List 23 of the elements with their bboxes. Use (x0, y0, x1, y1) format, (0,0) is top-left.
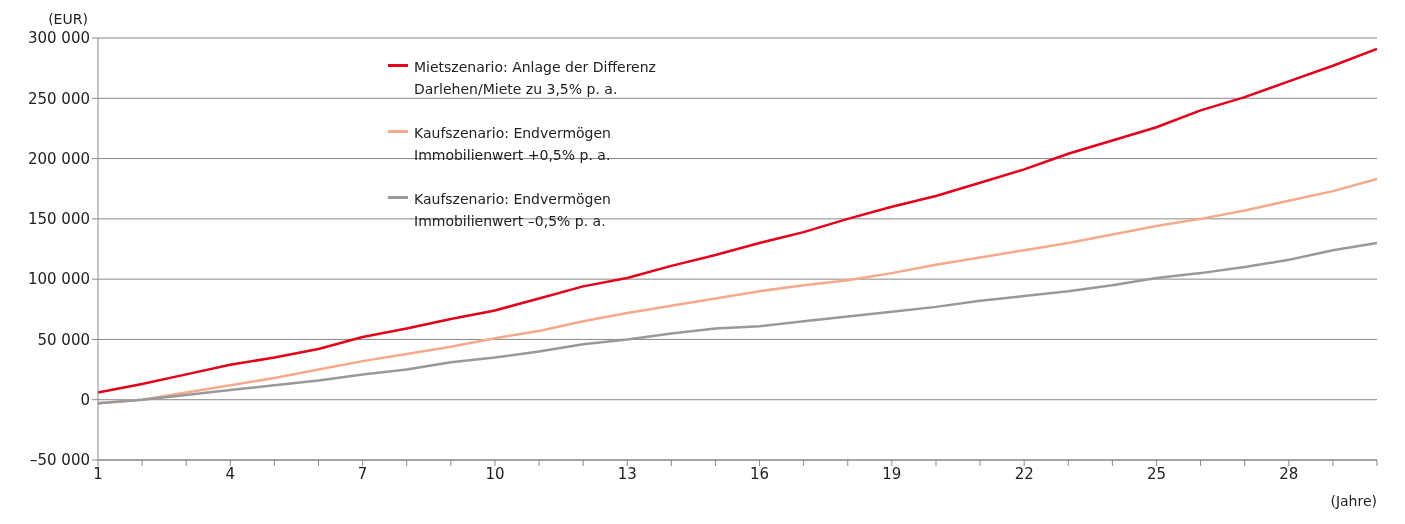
x-axis-title: (Jahre) (1330, 493, 1377, 509)
y-tick-label: 250 000 (27, 89, 90, 108)
x-tick-label: 13 (617, 464, 637, 483)
y-tick-label: –50 000 (30, 451, 90, 470)
x-tick-label: 7 (357, 464, 368, 483)
y-tick-label: 300 000 (27, 29, 90, 48)
legend-label: Mietszenario: Anlage der Differenz Darlehen/Miete zu 3,5% p. a. (414, 58, 657, 99)
y-tick-label: 0 (80, 391, 90, 410)
y-tick-label: 150 000 (27, 210, 90, 229)
x-tick-label: 10 (485, 464, 505, 483)
x-tick-label: 22 (1014, 464, 1034, 483)
legend-label: Kaufszenario: Endvermögen Immobilienwert –0,5% p. a. (414, 190, 612, 231)
y-tick-label: 200 000 (27, 149, 90, 168)
legend-label: Kaufszenario: Endvermögen Immobilienwert +0,5% p. a. (414, 124, 612, 165)
x-tick-label: 4 (225, 464, 236, 483)
y-axis-title: (EUR) (48, 11, 88, 27)
x-tick-label: 25 (1146, 464, 1167, 483)
x-tick-label: 19 (882, 464, 902, 483)
y-tick-label: 100 000 (27, 270, 90, 289)
x-tick-label: 28 (1279, 464, 1299, 483)
x-tick-label: 1 (93, 464, 103, 483)
x-tick-label: 16 (750, 464, 770, 483)
y-tick-label: 50 000 (37, 330, 90, 349)
